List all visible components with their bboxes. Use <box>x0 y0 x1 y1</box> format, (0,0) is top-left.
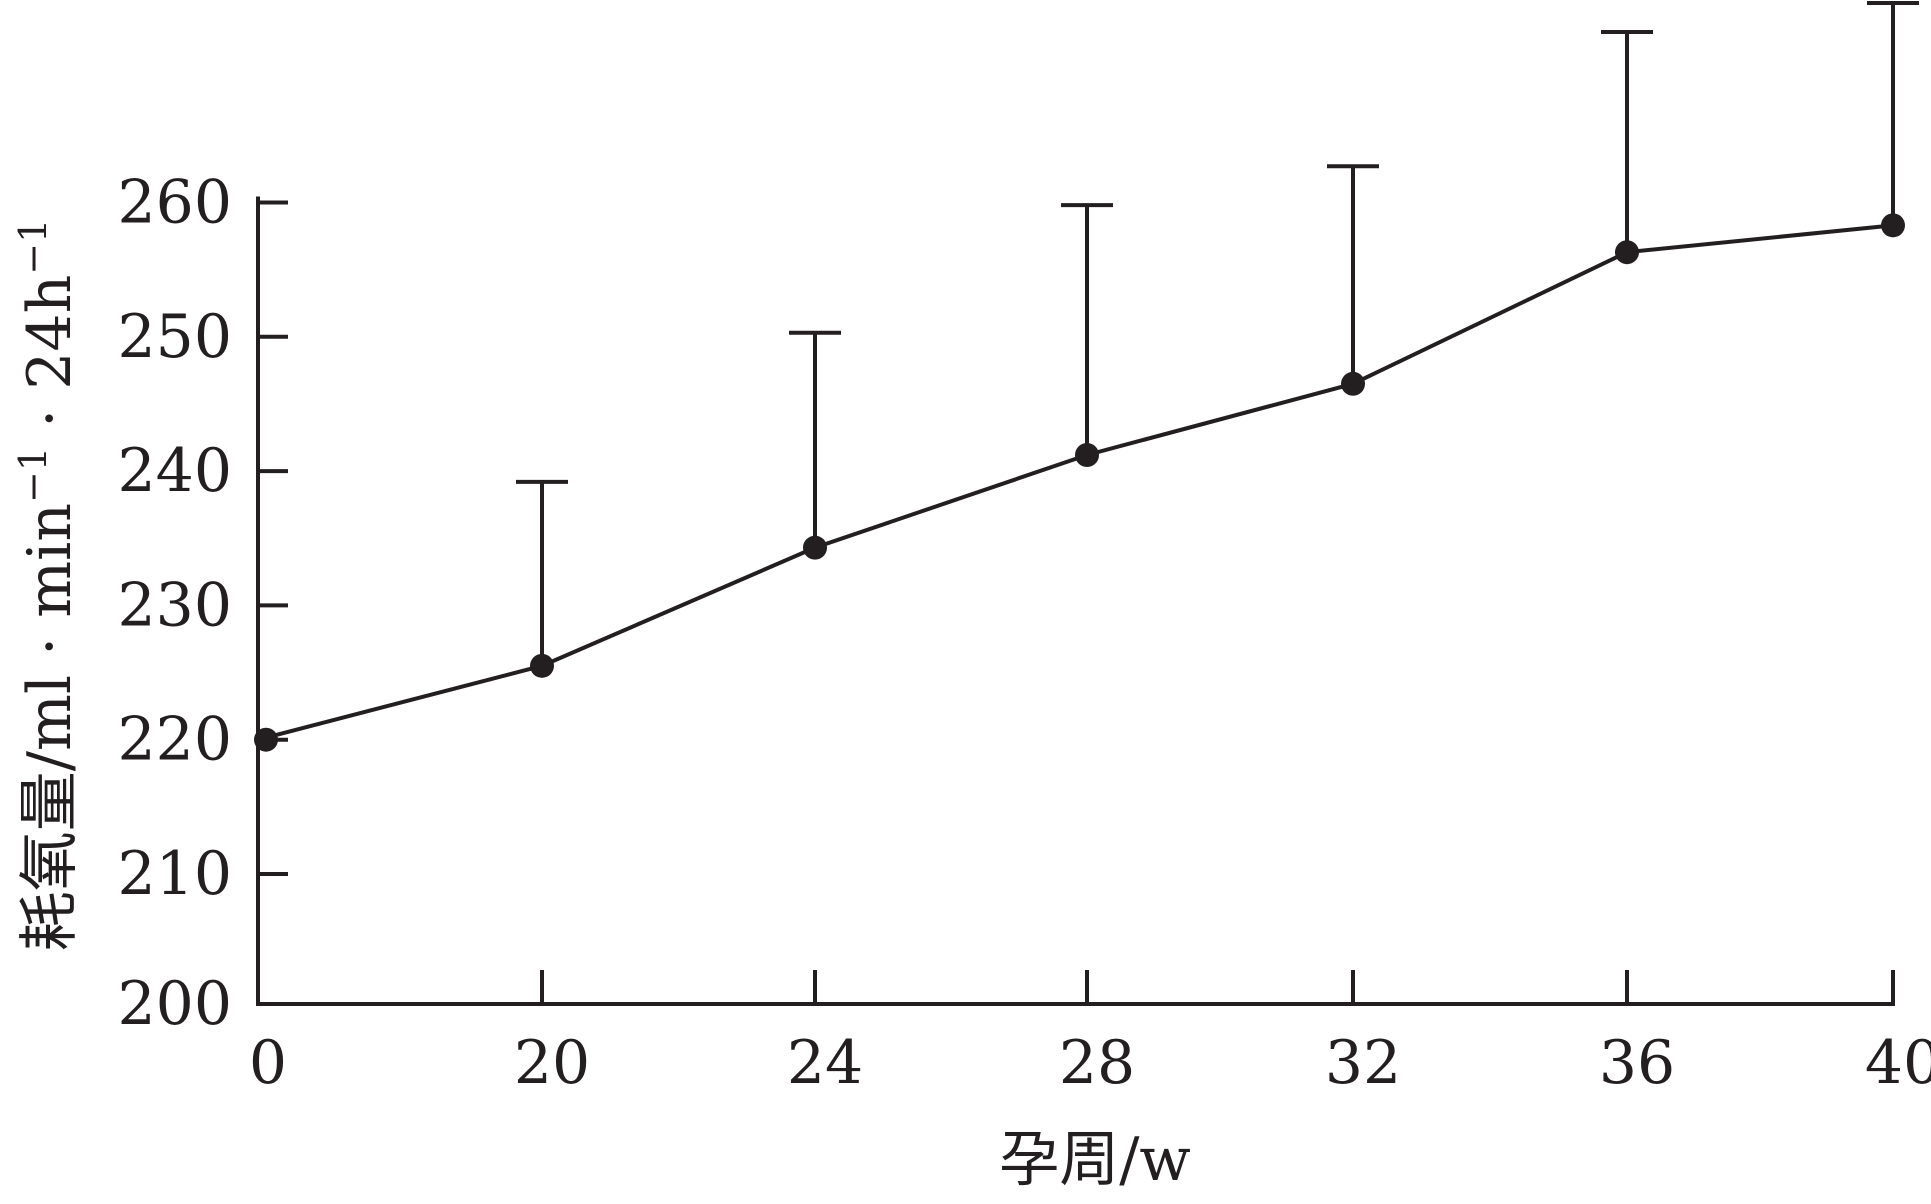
x-tick-label: 28 <box>1059 1028 1135 1098</box>
x-axis-ticks: 0 20 24 28 32 36 40 <box>249 970 1931 1098</box>
y-tick-label: 220 <box>117 705 232 775</box>
y-axis-title: 耗氧量/ml · min−1 · 24h−1 <box>11 219 85 952</box>
data-point <box>1341 371 1365 396</box>
x-tick-label: 0 <box>249 1028 287 1098</box>
data-series <box>254 213 1905 752</box>
data-point <box>530 653 554 678</box>
data-point <box>254 727 278 752</box>
data-point <box>803 535 827 560</box>
x-tick-label: 20 <box>514 1028 590 1098</box>
x-axis-title: 孕周/w <box>999 1125 1191 1195</box>
series-line <box>257 223 1894 742</box>
y-tick-label: 240 <box>117 436 232 506</box>
x-tick-label: 36 <box>1599 1028 1675 1098</box>
x-tick-label: 40 <box>1865 1028 1931 1098</box>
data-point <box>1615 240 1639 265</box>
y-axis-ticks: 200 210 220 230 240 250 260 <box>117 168 288 1039</box>
data-point <box>1075 442 1099 467</box>
y-tick-label: 200 <box>117 969 232 1039</box>
error-bars <box>516 1 1919 666</box>
y-tick-label: 230 <box>117 570 232 640</box>
x-tick-label: 32 <box>1325 1028 1401 1098</box>
y-tick-label: 210 <box>117 839 232 909</box>
y-tick-label: 260 <box>117 168 232 238</box>
axes <box>256 196 1895 1006</box>
data-point <box>1881 213 1905 238</box>
y-tick-label: 250 <box>117 302 232 372</box>
x-tick-label: 24 <box>787 1028 863 1098</box>
